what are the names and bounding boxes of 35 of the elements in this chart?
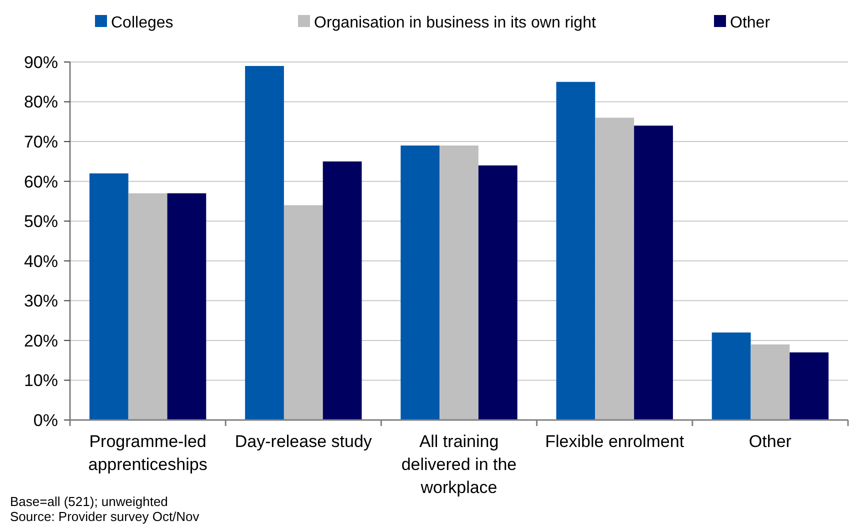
bar <box>322 161 362 420</box>
bar <box>634 126 673 420</box>
y-tick-label: 70% <box>24 132 58 152</box>
y-tick-label: 20% <box>24 331 58 350</box>
legend-label: Organisation in business in its own right <box>314 14 596 32</box>
bar <box>750 344 790 420</box>
x-tick-label: Other <box>748 432 792 451</box>
y-tick-label: 90% <box>24 52 58 72</box>
y-tick-label: 0% <box>33 410 58 430</box>
y-tick-label: 50% <box>24 212 58 232</box>
x-tick-label: Flexible enrolment <box>545 432 684 451</box>
x-tick-label: Day-release study <box>234 432 372 451</box>
bar <box>167 193 206 420</box>
y-tick-label: 40% <box>24 252 58 271</box>
bar <box>595 118 634 420</box>
legend-label: Colleges <box>111 14 174 32</box>
y-tick-label: 80% <box>24 92 58 112</box>
bar <box>245 66 284 420</box>
text: Base=all (521); unweighted <box>10 494 168 509</box>
y-tick-label: 30% <box>24 292 58 311</box>
bar <box>478 165 518 420</box>
bar <box>440 146 478 420</box>
source-note: Source: Provider survey Oct/Nov <box>10 509 200 524</box>
bar <box>284 205 323 420</box>
y-tick-label: 10% <box>24 371 58 390</box>
x-tick-label: All training delivered in the workplace <box>401 432 517 497</box>
bar <box>400 146 440 420</box>
bar <box>712 332 751 420</box>
y-tick-label: 60% <box>24 172 58 192</box>
bar <box>128 193 168 420</box>
legend-label: Other <box>730 14 771 32</box>
x-tick-label: Programme-led apprenticeships <box>88 432 208 474</box>
bar <box>790 352 829 420</box>
bar <box>89 173 128 420</box>
bar <box>556 82 596 420</box>
